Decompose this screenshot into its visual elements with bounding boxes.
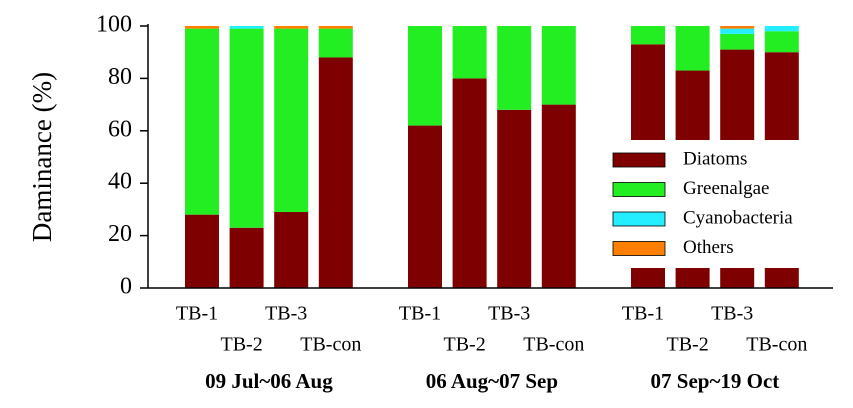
y-tick-label: 0 <box>120 274 132 300</box>
bar-segment <box>764 31 799 53</box>
bar-segment <box>185 28 219 215</box>
bar-segment <box>720 28 755 34</box>
bar-segment <box>497 26 532 110</box>
bar-segment <box>764 26 799 32</box>
x-tick-label: TB-con <box>300 334 361 356</box>
bar-segment <box>497 109 532 288</box>
bar-segment <box>452 26 487 79</box>
bar-segment <box>229 227 264 288</box>
x-tick-label: TB-2 <box>666 334 708 356</box>
x-tick-label: TB-con <box>746 334 807 356</box>
x-tick-label: TB-3 <box>265 303 307 325</box>
bar-segment <box>675 26 710 71</box>
bar-segment <box>185 214 219 288</box>
x-tick-label: TB-1 <box>399 303 441 325</box>
bar-segment <box>408 26 442 126</box>
bar-segment <box>452 78 487 289</box>
bar-segment <box>541 104 576 288</box>
x-tick-label: TB-3 <box>488 303 530 325</box>
legend-label: Cyanobacteria <box>683 207 793 228</box>
bar-segment <box>229 28 264 228</box>
legend-label: Diatoms <box>683 148 747 169</box>
group-label: 09 Jul~06 Aug <box>205 369 333 393</box>
y-tick-label: 60 <box>108 116 132 142</box>
group-label: 06 Aug~07 Sep <box>426 369 558 393</box>
x-tick-label: TB-1 <box>622 303 664 325</box>
legend-swatch <box>612 211 666 227</box>
bar-segment <box>541 26 576 105</box>
group-label: 07 Sep~19 Oct <box>651 369 780 393</box>
bar-segment <box>318 57 353 288</box>
legend-label: Greenalgae <box>683 178 770 199</box>
bar-segment <box>408 125 442 288</box>
bar-segment <box>318 26 353 29</box>
x-tick-label: TB-1 <box>176 303 218 325</box>
x-tick-label: TB-2 <box>443 334 485 356</box>
bar-segment <box>274 26 309 29</box>
bar-segment <box>720 33 755 50</box>
legend-swatch <box>612 241 666 256</box>
bar-segment <box>274 28 309 213</box>
bar-segment <box>185 26 219 29</box>
y-tick-label: 20 <box>108 221 132 247</box>
legend-swatch <box>612 152 666 168</box>
bar-segment <box>274 212 309 288</box>
x-tick-label: TB-2 <box>220 334 262 356</box>
x-tick-label: TB-con <box>523 334 584 356</box>
y-axis-label: Daminance (%) <box>27 72 57 242</box>
bar-segment <box>318 28 353 58</box>
x-tick-label: TB-3 <box>711 303 753 325</box>
y-tick-label: 100 <box>96 12 132 38</box>
bar-segment <box>631 26 665 45</box>
y-tick-label: 40 <box>108 169 132 195</box>
legend-swatch <box>612 182 666 197</box>
bar-segment <box>720 26 755 29</box>
legend-label: Others <box>683 237 734 258</box>
y-tick-label: 80 <box>108 64 132 90</box>
bar-segment <box>229 26 264 29</box>
